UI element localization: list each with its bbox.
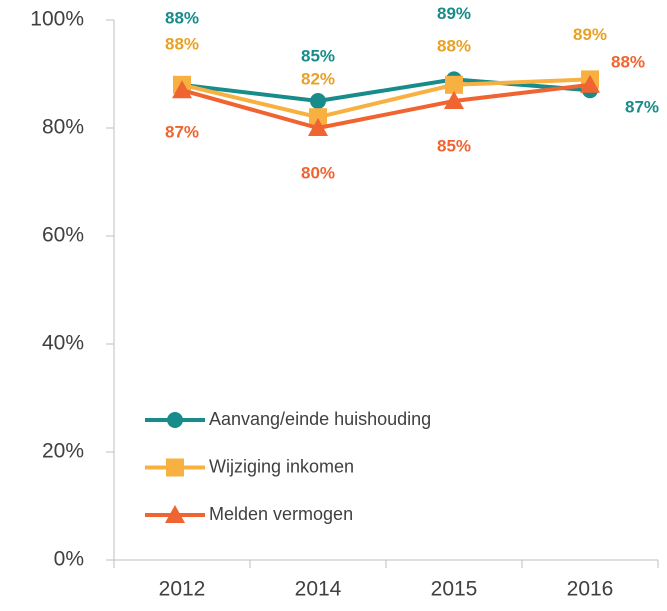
legend-label: Wijziging inkomen	[209, 456, 354, 476]
y-tick-label: 60%	[42, 224, 84, 247]
series-line	[181, 77, 591, 120]
data-label: 87%	[625, 98, 659, 117]
marker	[309, 108, 327, 127]
series-line	[181, 82, 591, 131]
series-line	[181, 77, 591, 104]
data-label: 88%	[437, 36, 471, 55]
y-tick-label: 40%	[42, 332, 84, 355]
data-label: 88%	[611, 52, 645, 71]
y-tick-label: 80%	[42, 116, 84, 139]
y-tick-label: 0%	[54, 548, 84, 571]
marker	[308, 118, 328, 136]
x-tick-label: 2012	[159, 578, 206, 601]
marker	[166, 458, 184, 477]
marker	[167, 412, 183, 428]
data-label: 85%	[301, 46, 335, 65]
data-label: 88%	[165, 8, 199, 27]
data-label: 89%	[573, 25, 607, 44]
y-tick-label: 20%	[42, 440, 84, 463]
data-label: 87%	[165, 123, 199, 142]
marker	[444, 91, 464, 109]
legend-label: Aanvang/einde huishouding	[209, 409, 431, 429]
x-tick-label: 2014	[295, 578, 342, 601]
data-label: 80%	[301, 163, 335, 182]
marker	[172, 80, 192, 99]
data-label: 85%	[437, 136, 471, 155]
x-tick-label: 2016	[567, 578, 614, 601]
marker	[165, 505, 185, 523]
y-tick-label: 100%	[30, 8, 84, 31]
marker	[445, 75, 463, 94]
x-tick-label: 2015	[431, 578, 478, 601]
marker	[580, 74, 600, 93]
data-label: 89%	[437, 4, 471, 23]
data-label: 88%	[165, 34, 199, 53]
legend-label: Melden vermogen	[209, 504, 353, 524]
marker	[310, 93, 326, 109]
data-label: 82%	[301, 70, 335, 89]
